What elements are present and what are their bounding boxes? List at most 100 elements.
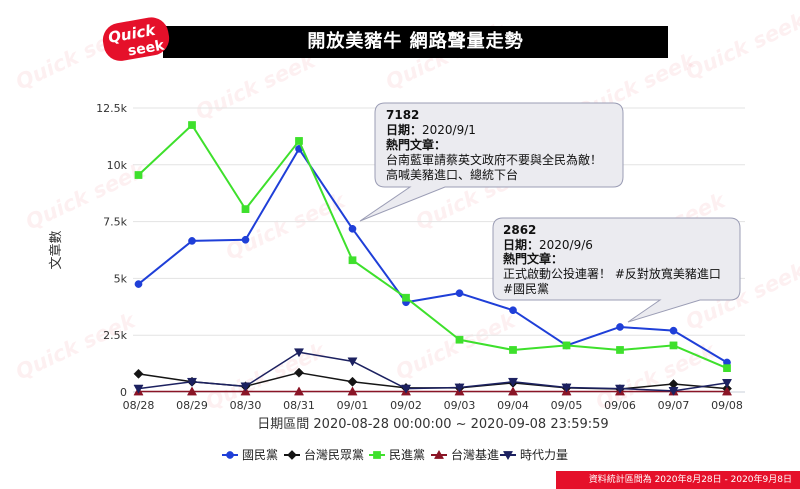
legend-item: 台灣民眾黨 bbox=[284, 447, 364, 462]
data-point bbox=[186, 377, 198, 387]
x-tick-label: 09/07 bbox=[658, 399, 690, 412]
x-tick-label: 08/31 bbox=[283, 399, 315, 412]
legend-marker bbox=[287, 450, 297, 460]
data-point bbox=[348, 224, 357, 233]
x-tick-label: 08/29 bbox=[176, 399, 208, 412]
legend-marker bbox=[433, 449, 445, 459]
data-point bbox=[507, 386, 519, 396]
x-tick-label: 09/04 bbox=[497, 399, 529, 412]
data-point bbox=[240, 382, 251, 392]
callout-value: 7182 bbox=[386, 108, 419, 122]
logo-text-bottom: seek bbox=[127, 37, 167, 59]
callout-article-line: 高喊美豬進口、總統下台 bbox=[386, 167, 518, 182]
data-point bbox=[455, 289, 464, 298]
y-tick-label: 0 bbox=[120, 386, 127, 399]
data-point bbox=[507, 377, 519, 387]
callout-article-line: #國民黨 bbox=[503, 282, 549, 296]
x-tick-label: 09/03 bbox=[444, 399, 476, 412]
legend-item: 時代力量 bbox=[500, 448, 568, 462]
series-group bbox=[134, 121, 731, 372]
legend-label: 台灣民眾黨 bbox=[304, 447, 364, 462]
data-point bbox=[294, 367, 304, 378]
data-point bbox=[402, 293, 410, 302]
legend-label: 國民黨 bbox=[242, 448, 278, 462]
y-tick-label: 7.5k bbox=[103, 216, 127, 229]
data-point bbox=[188, 237, 196, 245]
watermark: Quick seek bbox=[682, 8, 800, 85]
data-point bbox=[509, 346, 517, 354]
data-point bbox=[616, 323, 624, 331]
data-point bbox=[188, 121, 196, 129]
y-tick-label: 10k bbox=[107, 159, 128, 172]
watermark: Quick seek bbox=[192, 48, 321, 125]
callout-article-label: 熱門文章： bbox=[503, 251, 563, 266]
callout-date-value: 2020/9/6 bbox=[539, 238, 593, 252]
callout-annotation-2: 2862 日期：2020/9/6 熱門文章： 正式啟動公投連署！ #反對放寬美豬… bbox=[492, 217, 741, 323]
data-point bbox=[455, 335, 464, 344]
callout-date-label: 日期： bbox=[386, 122, 422, 137]
data-point bbox=[668, 387, 679, 396]
data-point bbox=[241, 205, 250, 213]
data-point bbox=[186, 386, 198, 396]
x-tick-label: 09/01 bbox=[337, 399, 369, 412]
data-point bbox=[134, 280, 143, 288]
footer-note: 資料統計區間為 2020年8月28日 - 2020年9月8日 bbox=[588, 475, 792, 485]
watermark: Quick seek bbox=[222, 188, 351, 265]
axes: 文章數 日期區間 2020-08-28 00:00:00 ~ 2020-09-0… bbox=[48, 230, 609, 432]
callout-article-label: 熱門文章： bbox=[386, 137, 446, 152]
legend-label: 民進黨 bbox=[389, 448, 425, 462]
data-point bbox=[721, 386, 733, 396]
y-tick-label: 5k bbox=[114, 272, 128, 285]
series-line bbox=[137, 147, 728, 364]
legend-item: 國民黨 bbox=[222, 448, 278, 462]
data-point bbox=[723, 364, 731, 372]
callout-date-value: 2020/9/1 bbox=[422, 123, 476, 137]
callout-bubble bbox=[492, 217, 741, 323]
legend-label: 時代力量 bbox=[520, 448, 568, 462]
callout-date-label: 日期： bbox=[503, 237, 539, 252]
data-point bbox=[347, 386, 358, 396]
title-bar: 開放美豬牛 網路聲量走勢 bbox=[163, 26, 668, 58]
data-point bbox=[133, 368, 144, 379]
legend: 國民黨 台灣民眾黨 民進黨 台灣基進 時代力量 bbox=[222, 447, 568, 462]
x-tick-label: 09/06 bbox=[604, 399, 636, 412]
data-point bbox=[669, 341, 678, 350]
series bbox=[133, 121, 733, 396]
series-line bbox=[137, 124, 728, 370]
legend-marker bbox=[502, 451, 514, 461]
data-point bbox=[721, 379, 733, 389]
y-axis-title: 文章數 bbox=[48, 230, 64, 269]
watermark-layer: Quick seek Quick seek Quick seek Quick seek… bbox=[12, 8, 800, 415]
callout-value: 2862 bbox=[503, 223, 536, 237]
x-tick-label: 09/08 bbox=[711, 399, 743, 412]
data-point bbox=[293, 386, 305, 396]
data-point bbox=[400, 384, 412, 394]
footer-note-bar: 資料統計區間為 2020年8月28日 - 2020年9月8日 bbox=[556, 471, 800, 489]
x-tick-label: 08/28 bbox=[123, 399, 155, 412]
data-point bbox=[347, 376, 358, 387]
legend-item: 台灣基進 bbox=[431, 447, 499, 462]
data-point bbox=[562, 341, 571, 350]
data-point bbox=[347, 357, 358, 367]
callout-article-line: 台南藍軍請蔡英文政府不要與全民為敵！ bbox=[386, 152, 602, 167]
legend-marker bbox=[226, 451, 234, 459]
watermark: Quick seek bbox=[22, 158, 151, 235]
data-point bbox=[241, 235, 250, 244]
series-line bbox=[138, 351, 728, 392]
y-tick-label: 2.5k bbox=[103, 329, 127, 342]
data-point bbox=[134, 171, 143, 179]
x-tick-label: 09/02 bbox=[390, 399, 422, 412]
series-group bbox=[133, 348, 733, 396]
x-tick-label: 09/05 bbox=[551, 399, 583, 412]
data-point bbox=[295, 137, 303, 145]
callout-bubble bbox=[359, 102, 624, 222]
callout-annotation-1: 7182 日期：2020/9/1 熱門文章： 台南藍軍請蔡英文政府不要與全民為敵… bbox=[359, 102, 624, 222]
data-point bbox=[614, 384, 626, 394]
watermark: Quick seek bbox=[12, 308, 141, 385]
callout-article-line: 正式啟動公投連署！ #反對放寬美豬進口 bbox=[503, 266, 721, 281]
watermark: Quick seek bbox=[392, 308, 521, 385]
data-point bbox=[454, 383, 465, 393]
callout-date: 日期：2020/9/6 bbox=[503, 237, 593, 252]
legend-label: 台灣基進 bbox=[451, 447, 499, 462]
